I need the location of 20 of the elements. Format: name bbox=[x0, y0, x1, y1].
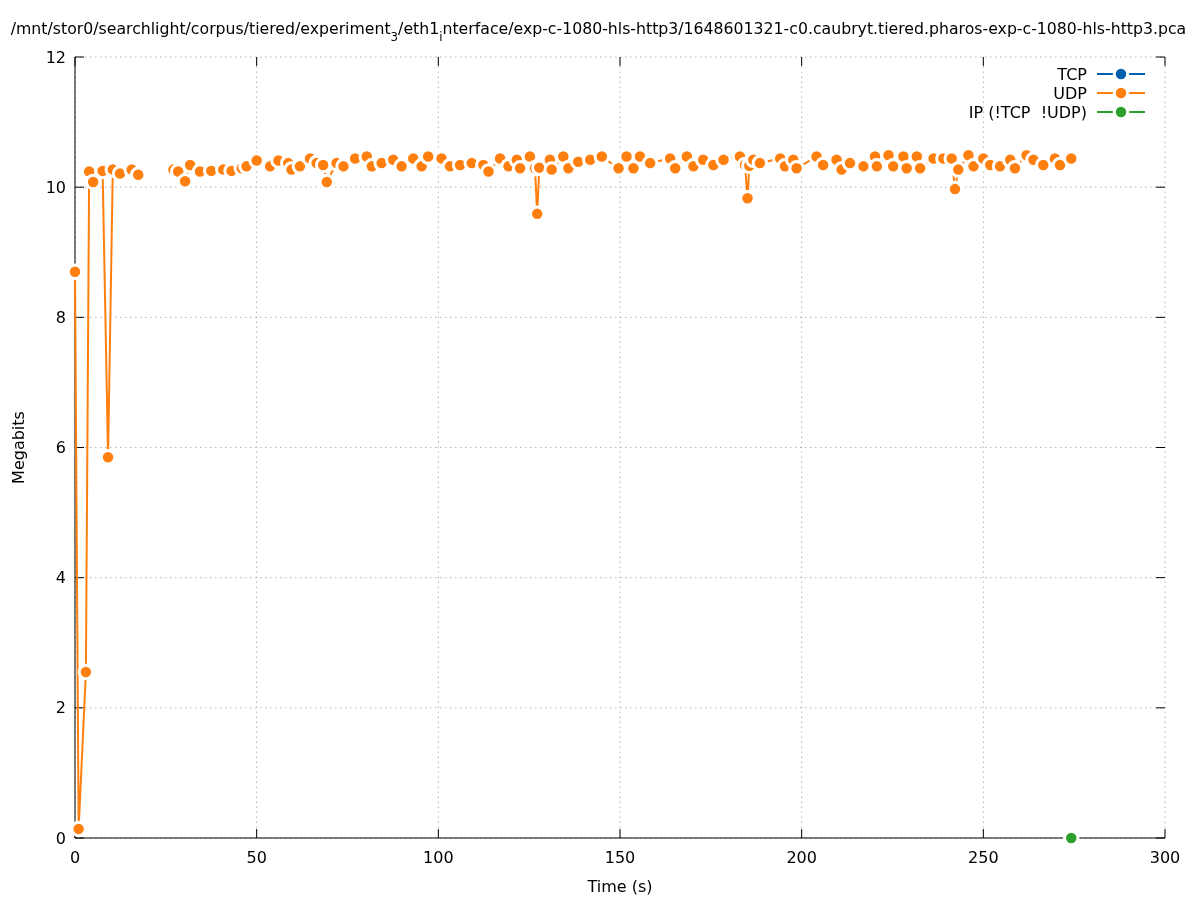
y-tick-label: 0 bbox=[55, 828, 66, 848]
x-tick-label: 100 bbox=[423, 848, 454, 867]
x-tick-label: 300 bbox=[1149, 848, 1181, 867]
y-tick-label: 4 bbox=[55, 568, 66, 588]
chart-title: /mnt/stor0/searchlight/corpus/tiered/experiment$_{3}$/eth1$_{i}$nterface/exp-c-1080-hls-http3/1648601321-c0.caubryt.tiered.pharos-exp-c-1080-hls-http3.pca bbox=[10, 19, 1187, 44]
x-tick-label: 250 bbox=[968, 848, 999, 867]
x-tick-label: 0 bbox=[69, 848, 81, 867]
y-tick-label: 2 bbox=[55, 698, 66, 718]
y-tick-label: 8 bbox=[55, 307, 66, 327]
y-tick-label: 10 bbox=[45, 177, 66, 197]
x-tick-label: 150 bbox=[604, 848, 636, 867]
y-tick-label: 12 bbox=[45, 47, 66, 67]
legend-label: UDP bbox=[1053, 83, 1088, 103]
x-tick-label: 200 bbox=[786, 848, 817, 867]
x-tick-label: 50 bbox=[246, 848, 267, 867]
y-tick-label: 6 bbox=[55, 438, 66, 458]
legend-label: IP (!TCP !UDP) bbox=[968, 102, 1087, 122]
legend-label: TCP bbox=[1056, 64, 1088, 84]
y-axis-title: Megabits bbox=[9, 411, 28, 484]
x-axis-title: Time (s) bbox=[586, 877, 653, 896]
